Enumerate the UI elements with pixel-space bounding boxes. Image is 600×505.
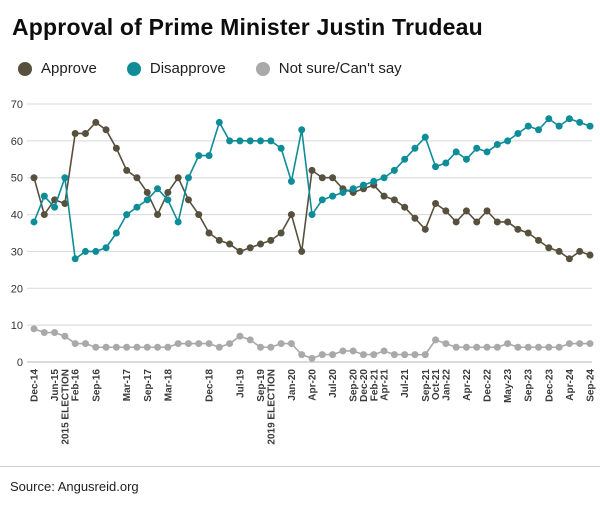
svg-text:Jul-19: Jul-19 <box>235 369 246 398</box>
svg-text:Mar-18: Mar-18 <box>163 369 174 402</box>
legend-label-disapprove: Disapprove <box>149 60 226 77</box>
disapprove-dot-icon <box>126 61 141 76</box>
svg-text:Dec-22: Dec-22 <box>483 369 494 402</box>
svg-text:Feb-21: Feb-21 <box>369 369 380 402</box>
svg-text:Dec-18: Dec-18 <box>205 369 216 402</box>
svg-text:Sep-23: Sep-23 <box>524 369 535 402</box>
svg-text:Jan-22: Jan-22 <box>441 369 452 401</box>
svg-text:Feb-16: Feb-16 <box>71 369 82 402</box>
svg-text:2019 ELECTION: 2019 ELECTION <box>266 369 277 445</box>
svg-text:Apr-20: Apr-20 <box>308 369 319 401</box>
svg-text:Dec-20: Dec-20 <box>359 369 370 402</box>
svg-text:10: 10 <box>11 320 23 332</box>
svg-text:40: 40 <box>11 210 23 222</box>
svg-text:Dec-14: Dec-14 <box>30 369 41 402</box>
svg-text:Jan-20: Jan-20 <box>287 369 298 401</box>
svg-text:Jul-21: Jul-21 <box>400 369 411 398</box>
svg-text:Apr-24: Apr-24 <box>565 369 576 401</box>
legend-label-approve: Approve <box>41 60 97 77</box>
footer-divider <box>0 466 600 467</box>
svg-text:60: 60 <box>11 136 23 148</box>
notsure-dot-icon <box>255 61 270 76</box>
legend-item-disapprove: Disapprove <box>126 60 226 77</box>
svg-text:Sep-24: Sep-24 <box>586 369 597 402</box>
svg-text:Jun-15: Jun-15 <box>50 369 61 402</box>
svg-text:Mar-17: Mar-17 <box>122 369 133 402</box>
svg-text:30: 30 <box>11 246 23 258</box>
svg-text:50: 50 <box>11 173 23 185</box>
legend-label-notsure: Not sure/Can't say <box>278 60 402 77</box>
svg-text:May-23: May-23 <box>503 369 514 403</box>
source-note: Source: Angusreid.org <box>10 479 139 494</box>
svg-text:Apr-22: Apr-22 <box>462 369 473 401</box>
legend-item-notsure: Not sure/Can't say <box>255 60 402 77</box>
svg-text:70: 70 <box>11 99 23 111</box>
svg-text:Sep-17: Sep-17 <box>143 369 154 402</box>
svg-text:Sep-21: Sep-21 <box>421 369 432 402</box>
svg-text:Dec-23: Dec-23 <box>544 369 555 402</box>
legend-item-approve: Approve <box>18 60 97 77</box>
approve-dot-icon <box>18 61 32 76</box>
svg-text:Apr-21: Apr-21 <box>380 369 391 401</box>
svg-text:Sep-16: Sep-16 <box>91 369 102 402</box>
legend: Approve Disapprove Not sure/Can't say <box>18 60 402 77</box>
svg-text:Jul-20: Jul-20 <box>328 369 339 398</box>
chart-title: Approval of Prime Minister Justin Trudea… <box>12 14 483 40</box>
svg-text:0: 0 <box>17 357 23 369</box>
svg-text:Sep-19: Sep-19 <box>256 369 267 402</box>
svg-text:20: 20 <box>11 283 23 295</box>
svg-text:2015 ELECTION: 2015 ELECTION <box>60 369 71 445</box>
svg-text:Oct-21: Oct-21 <box>431 369 442 401</box>
svg-text:Sep-20: Sep-20 <box>349 369 360 402</box>
